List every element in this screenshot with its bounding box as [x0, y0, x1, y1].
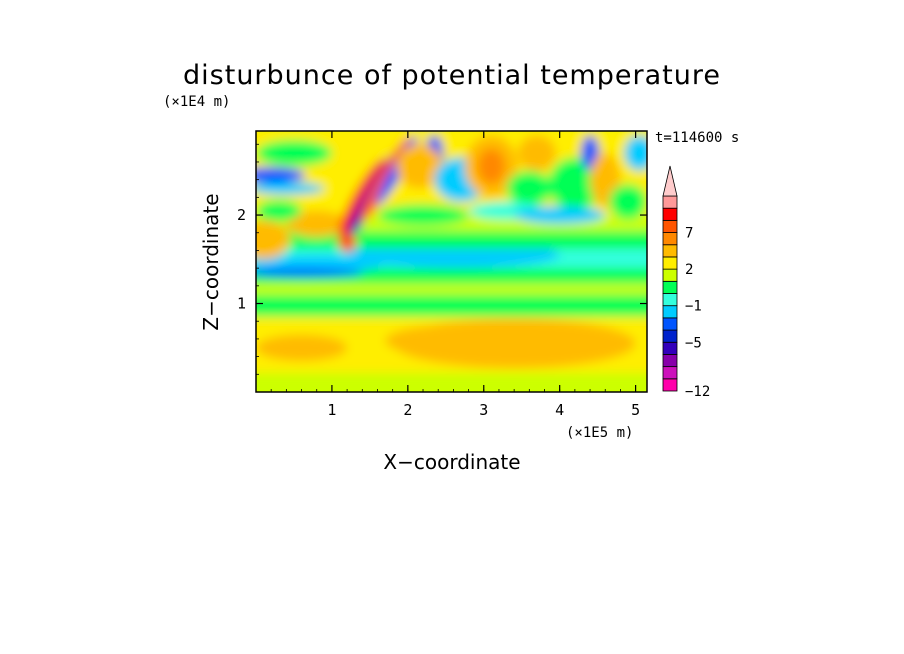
x-tick-label: 1 [327, 401, 336, 419]
colorbar-tick-label: 2 [685, 262, 693, 278]
contour-cell [477, 148, 506, 185]
contour-cell [609, 184, 647, 220]
colorbar-segment [662, 305, 678, 319]
colorbar-segment [662, 268, 678, 282]
x-axis: 1 2 3 4 5 [270, 131, 640, 419]
colorbar-segment [662, 378, 678, 392]
contour-cell [514, 206, 606, 224]
colorbar-segment [662, 256, 678, 270]
colorbar-segment [662, 219, 678, 233]
x-tick-label: 2 [403, 401, 412, 419]
colorbar-tick-label: −5 [685, 335, 702, 351]
x-axis-title: X−coordinate [383, 450, 520, 474]
contour-cell [377, 204, 469, 226]
contour-cell [256, 182, 325, 195]
contour-cell [256, 268, 363, 277]
colorbar: 7 2 −1 −5 −12 [662, 165, 710, 400]
colorbar-tick-label: −12 [685, 384, 710, 400]
colorbar-segment [662, 366, 678, 380]
colorbar-segment [662, 354, 678, 368]
contour-patch [256, 281, 647, 295]
contour-cell [337, 230, 357, 253]
contour-cell [517, 135, 556, 171]
time-label: t=114600 s [655, 130, 739, 146]
contour-cell [256, 200, 302, 222]
x-tick-label: 4 [555, 401, 564, 419]
contour-cell [256, 167, 306, 184]
x-tick-label: 5 [631, 401, 640, 419]
contour-cell [529, 325, 621, 353]
plot-area [256, 131, 647, 392]
colorbar-segment [662, 195, 678, 209]
chart-title: disturbunce of potential temperature [183, 60, 721, 91]
y-tick-label: 1 [237, 295, 246, 313]
contour-cell [256, 334, 348, 362]
x-tick-label: 3 [479, 401, 488, 419]
contour-cell [548, 157, 602, 211]
colorbar-segment [662, 280, 678, 294]
colorbar-tick-label: 7 [685, 226, 693, 242]
contour-cell [286, 210, 348, 238]
y-axis-title: Z−coordinate [199, 193, 223, 330]
colorbar-segment [662, 317, 678, 331]
contour-patch [256, 294, 647, 317]
contour-cell [624, 135, 647, 171]
colorbar-segment [662, 232, 678, 246]
colorbar-tick-label: −1 [685, 299, 702, 315]
x-unit-label: (×1E5 m) [566, 425, 633, 441]
contour-cell [506, 170, 553, 207]
contour-cell [385, 324, 522, 357]
colorbar-segment [662, 293, 678, 307]
y-tick-label: 2 [237, 206, 246, 224]
colorbar-extend-arrow [662, 165, 678, 197]
contour-patch [256, 369, 647, 388]
contour-cell [256, 220, 291, 260]
plot-frame [255, 130, 648, 393]
y-unit-label: (×1E4 m) [163, 94, 230, 110]
colorbar-segment [662, 244, 678, 258]
colorbar-segment [662, 329, 678, 343]
colorbar-segment [662, 341, 678, 355]
colorbar-segment [662, 207, 678, 221]
contour-cell [256, 139, 332, 167]
contour-fill [256, 131, 647, 388]
contour-cell [396, 144, 443, 189]
y-axis: 12 [237, 143, 647, 375]
contour-cell [256, 254, 386, 273]
